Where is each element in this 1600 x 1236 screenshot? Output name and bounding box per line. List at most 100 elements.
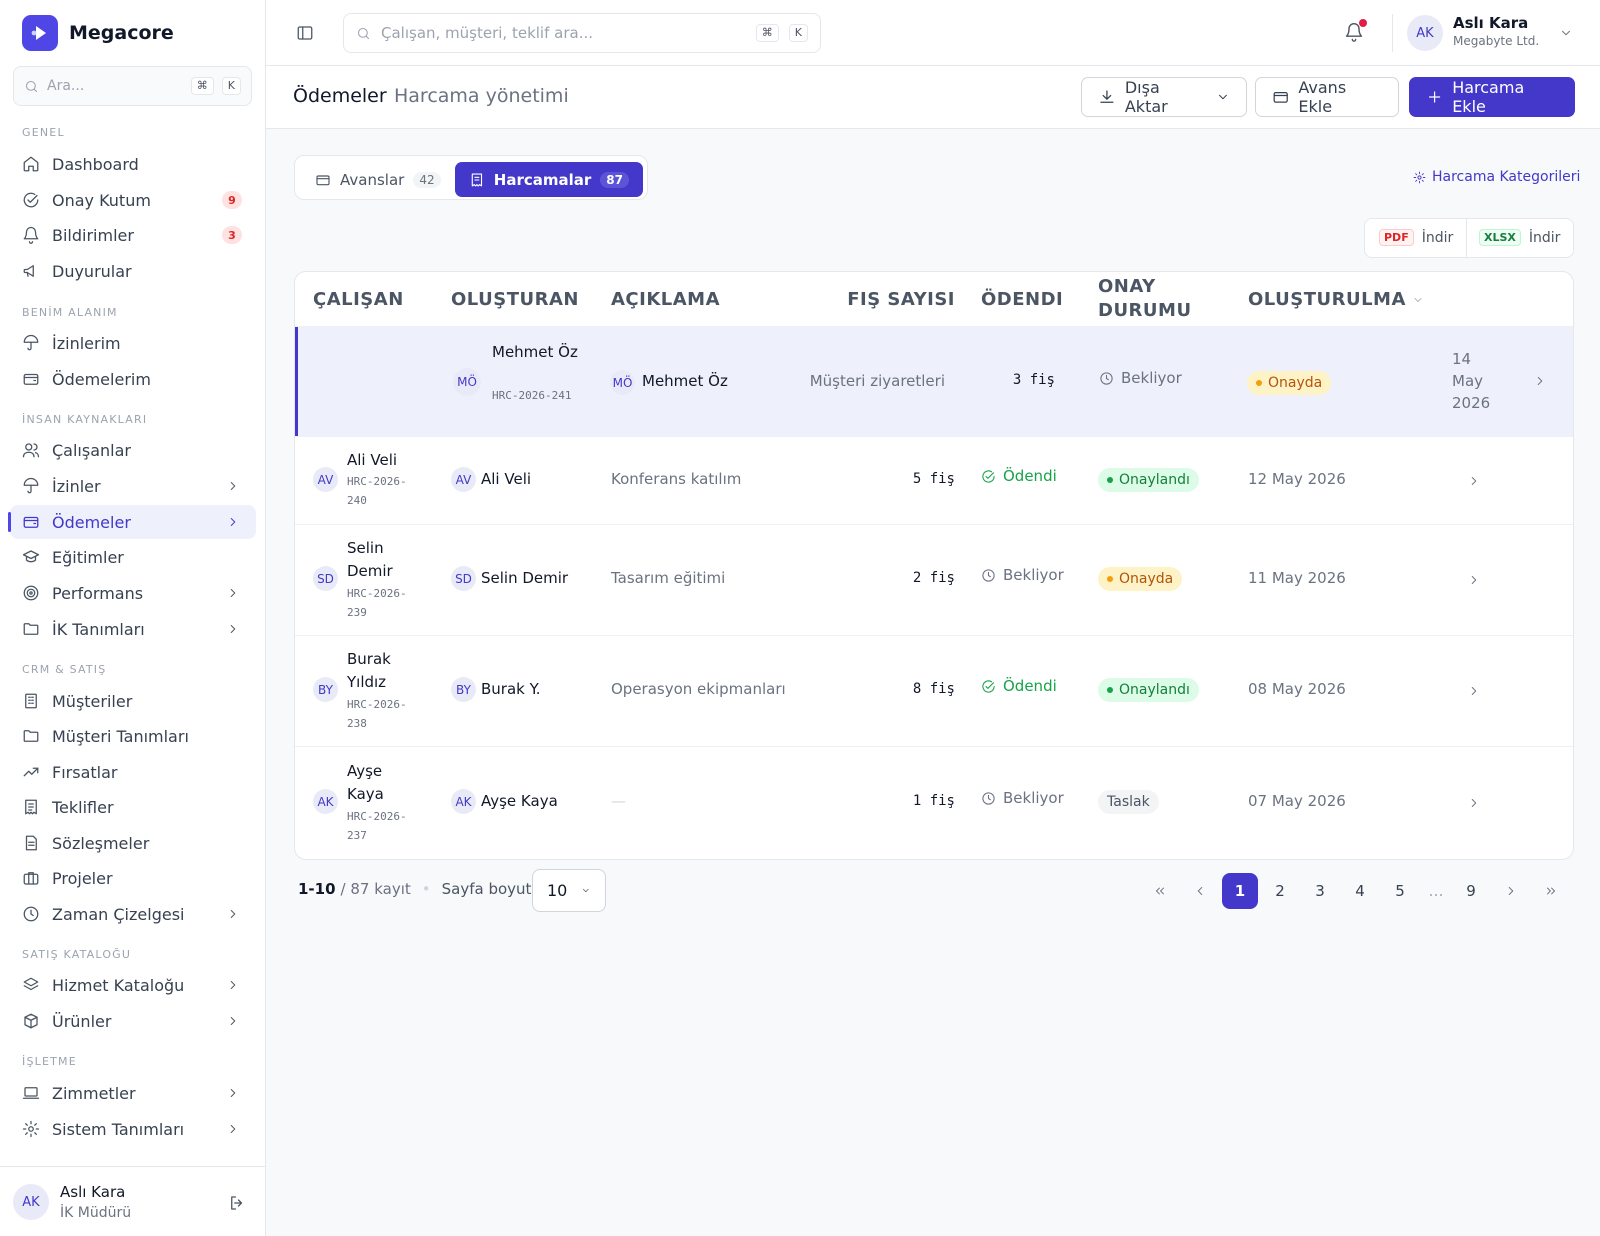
prev-page-button[interactable] bbox=[1182, 873, 1218, 909]
payment-status: Ödendi bbox=[981, 677, 1057, 695]
page-size-label: Sayfa boyutu bbox=[441, 880, 541, 898]
sortable-column-header[interactable]: OLUŞTURULMA bbox=[1248, 288, 1424, 312]
column-header[interactable]: ÇALIŞAN bbox=[313, 289, 404, 310]
page-button[interactable]: 1 bbox=[1222, 873, 1258, 909]
sidebar-item-musteriler[interactable]: Müşteriler bbox=[10, 684, 256, 718]
chevron-right-icon[interactable] bbox=[1467, 474, 1481, 488]
tab-avanslar[interactable]: Avanslar 42 bbox=[301, 162, 455, 197]
sidebar-item-performans[interactable]: Performans bbox=[10, 576, 256, 610]
sidebar-item-egitimler[interactable]: Eğitimler bbox=[10, 540, 256, 574]
status-dot bbox=[1107, 477, 1113, 483]
sidebar-user-card: AK Aslı Kara İK Müdürü bbox=[0, 1166, 266, 1236]
column-header[interactable]: ÖDENDI bbox=[981, 289, 1064, 310]
receipt-count: 5 fiş bbox=[912, 471, 955, 487]
last-page-button[interactable] bbox=[1533, 873, 1569, 909]
page-size-select[interactable]: 10 bbox=[532, 869, 606, 912]
sidebar-item-label: Müşteri Tanımları bbox=[52, 726, 189, 746]
sidebar-item-onay-kutum[interactable]: Onay Kutum 9 bbox=[10, 183, 256, 217]
status-badge: Onayda bbox=[1247, 371, 1332, 395]
download-pdf-button[interactable]: PDF İndir bbox=[1379, 229, 1453, 246]
add-advance-button[interactable]: Avans Ekle bbox=[1255, 77, 1399, 117]
wallet-icon bbox=[23, 373, 39, 385]
wallet-icon bbox=[316, 174, 330, 185]
sidebar-item-label: Ödemeler bbox=[52, 512, 131, 532]
user-name: Aslı Kara bbox=[1453, 14, 1529, 32]
status-badge-label: Taslak bbox=[1107, 794, 1150, 810]
creator-name: Mehmet Öz bbox=[642, 372, 728, 390]
table-row[interactable]: AK Ayşe Kaya HRC-2026-237 AK Ayşe Kaya —… bbox=[295, 746, 1573, 859]
view-tabs: Avanslar 42 Harcamalar 87 bbox=[294, 155, 648, 200]
sidebar-item-sistem-tanimlari[interactable]: Sistem Tanımları bbox=[10, 1112, 256, 1146]
first-page-button[interactable] bbox=[1142, 873, 1178, 909]
page-button[interactable]: 3 bbox=[1315, 882, 1325, 900]
status-badge: Onaylandı bbox=[1098, 468, 1199, 492]
sidebar-item-sozlesmeler[interactable]: Sözleşmeler bbox=[10, 826, 256, 860]
expense-categories-link[interactable]: Harcama Kategorileri bbox=[1413, 169, 1580, 185]
sidebar-item-projeler[interactable]: Projeler bbox=[10, 861, 256, 895]
notifications-button[interactable] bbox=[1344, 19, 1367, 42]
sidebar-item-musteri-tanimlari[interactable]: Müşteri Tanımları bbox=[10, 719, 256, 753]
user-name: Aslı Kara bbox=[60, 1183, 126, 1201]
layers-icon bbox=[23, 977, 39, 991]
sidebar-item-duyurular[interactable]: Duyurular bbox=[10, 254, 256, 288]
sidebar-item-izinler[interactable]: İzinler bbox=[10, 469, 256, 503]
sidebar-item-firsatlar[interactable]: Fırsatlar bbox=[10, 755, 256, 789]
sidebar-item-zimmetler[interactable]: Zimmetler bbox=[10, 1076, 256, 1110]
check-circle-icon bbox=[982, 679, 995, 693]
logout-icon[interactable] bbox=[228, 1194, 246, 1212]
download-group: PDF İndir XLSX İndir bbox=[1364, 218, 1574, 258]
chevron-right-icon[interactable] bbox=[1533, 374, 1547, 388]
chevron-down-icon bbox=[583, 888, 589, 893]
sidebar-item-label: Ödemelerim bbox=[52, 369, 151, 389]
chevrons-right-icon bbox=[1547, 887, 1555, 895]
sidebar-item-ik-tanimlari[interactable]: İK Tanımları bbox=[10, 612, 256, 646]
chevron-right-icon[interactable] bbox=[1467, 796, 1481, 810]
chevron-right-icon[interactable] bbox=[1467, 573, 1481, 587]
table-row[interactable]: BY Burak Yıldız HRC-2026-238 BY Burak Y.… bbox=[295, 635, 1573, 746]
expense-code: HRC-2026-240 bbox=[347, 475, 407, 507]
sidebar-item-odemelerim[interactable]: Ödemelerim bbox=[10, 362, 256, 396]
sidebar-item-zaman-cizelgesi[interactable]: Zaman Çizelgesi bbox=[10, 897, 256, 931]
column-header[interactable]: FIŞ SAYISI bbox=[847, 289, 955, 310]
sidebar-item-odemeler[interactable]: Ödemeler bbox=[8, 505, 256, 539]
sidebar-item-bildirimler[interactable]: Bildirimler 3 bbox=[10, 218, 256, 252]
sidebar-item-izinlerim[interactable]: İzinlerim bbox=[10, 326, 256, 360]
tab-count: 42 bbox=[413, 171, 441, 188]
sidebar-item-teklifler[interactable]: Teklifler bbox=[10, 790, 256, 824]
download-xlsx-button[interactable]: XLSX İndir bbox=[1479, 229, 1560, 246]
expense-description: Müşteri ziyaretleri bbox=[809, 372, 945, 390]
page-button[interactable]: 2 bbox=[1275, 882, 1285, 900]
export-button[interactable]: Dışa Aktar bbox=[1081, 77, 1247, 117]
sidebar-item-hizmet-katalogu[interactable]: Hizmet Kataloğu bbox=[10, 968, 256, 1002]
chevron-right-icon[interactable] bbox=[1467, 684, 1481, 698]
sidebar-item-calisanlar[interactable]: Çalışanlar bbox=[10, 433, 256, 467]
user-menu[interactable]: AK Aslı Kara Megabyte Ltd. bbox=[1407, 14, 1587, 52]
page-button[interactable]: 9 bbox=[1466, 882, 1476, 900]
page-button[interactable]: 4 bbox=[1355, 882, 1365, 900]
section-label: CRM & SATIŞ bbox=[22, 663, 107, 676]
sidebar-toggle-icon[interactable] bbox=[296, 24, 314, 42]
table-row[interactable]: AV Ali Veli HRC-2026-240 AV Ali Veli Kon… bbox=[295, 436, 1573, 524]
section-label: GENEL bbox=[22, 126, 65, 139]
table-row[interactable]: SD Selin Demir HRC-2026-239 SD Selin Dem… bbox=[295, 524, 1573, 635]
column-header[interactable]: AÇIKLAMA bbox=[611, 289, 721, 310]
table-row[interactable]: MÖ Mehmet Öz HRC-2026-241 MÖ Mehmet Öz M… bbox=[295, 326, 1573, 436]
next-page-button[interactable] bbox=[1493, 873, 1529, 909]
sidebar-item-urunler[interactable]: Ürünler bbox=[10, 1004, 256, 1038]
avatar: AV bbox=[451, 467, 476, 492]
global-search-input[interactable]: Çalışan, müşteri, teklif ara... ⌘ K bbox=[343, 13, 821, 53]
sidebar-search-input[interactable]: Ara... ⌘ K bbox=[13, 66, 252, 106]
kbd-k: K bbox=[788, 24, 808, 42]
page-title: Ödemeler bbox=[293, 85, 387, 107]
avatar: AK bbox=[313, 789, 338, 814]
column-header[interactable]: ONAY DURUMU bbox=[1098, 276, 1192, 321]
add-expense-button[interactable]: Harcama Ekle bbox=[1409, 77, 1575, 117]
sidebar-item-dashboard[interactable]: Dashboard bbox=[10, 147, 256, 181]
avatar[interactable]: AK bbox=[13, 1184, 49, 1220]
logo[interactable]: Megacore bbox=[22, 15, 174, 51]
bell-icon bbox=[1345, 23, 1363, 42]
column-header[interactable]: OLUŞTURAN bbox=[451, 289, 579, 310]
tab-harcamalar[interactable]: Harcamalar 87 bbox=[455, 162, 643, 197]
page-button[interactable]: 5 bbox=[1395, 882, 1405, 900]
payment-status-label: Ödendi bbox=[1003, 677, 1057, 695]
